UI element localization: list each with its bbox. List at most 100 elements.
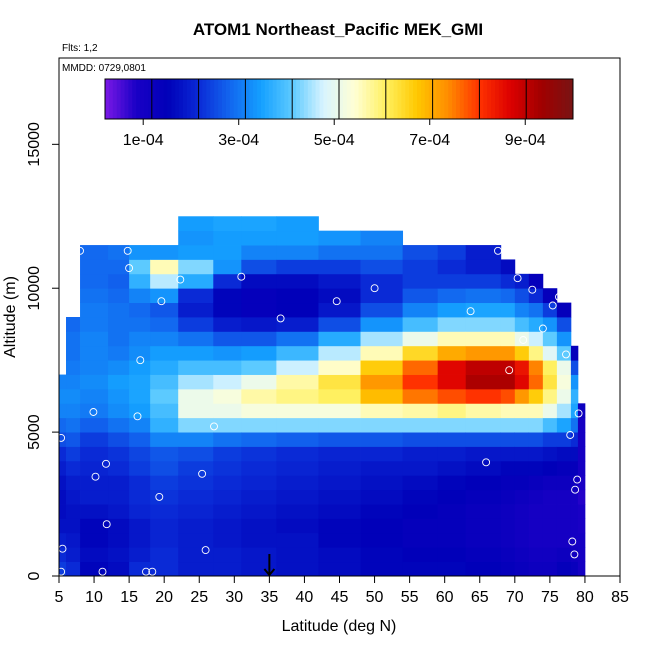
heatmap-cell: [360, 532, 404, 548]
heatmap-cell: [542, 532, 558, 548]
colorbar-segment: [253, 79, 258, 119]
heatmap-cell: [514, 288, 530, 304]
heatmap-cell: [465, 403, 502, 419]
heatmap-cell: [59, 388, 67, 404]
x-tick-label: 80: [576, 589, 594, 606]
heatmap-cell: [318, 288, 361, 304]
observation-point: [57, 433, 66, 442]
heatmap-cell: [80, 518, 109, 534]
observation-point: [176, 275, 185, 284]
heatmap-cell: [514, 446, 530, 462]
heatmap-cell: [542, 331, 558, 347]
heatmap-cell: [528, 417, 544, 433]
heatmap-cell: [129, 317, 151, 332]
heatmap-cell: [570, 446, 579, 462]
heatmap-cell: [66, 403, 81, 419]
colorbar-segment: [225, 79, 231, 119]
x-tick-label: 85: [611, 589, 629, 606]
heatmap-cell: [276, 317, 319, 332]
heatmap-cell: [276, 561, 319, 577]
heatmap-cell: [437, 532, 467, 548]
heatmap-cell: [59, 532, 67, 548]
heatmap-cell: [500, 489, 516, 505]
heatmap-cell: [514, 374, 530, 390]
heatmap-cell: [108, 388, 130, 404]
colorbar-segment: [561, 79, 566, 119]
colorbar-segment: [436, 79, 441, 119]
heatmap-cell: [66, 374, 81, 390]
observation-point: [538, 324, 547, 333]
heatmap-cell: [276, 245, 319, 260]
heatmap-cell: [514, 331, 530, 347]
colorbar-segment: [346, 79, 352, 119]
heatmap-cell: [178, 475, 214, 491]
heatmap-cell: [437, 302, 467, 318]
heatmap-cell: [241, 388, 277, 404]
heatmap-cell: [577, 504, 586, 519]
heatmap-cell: [514, 417, 530, 433]
chart-title: ATOM1 Northeast_Pacific MEK_GMI: [193, 20, 483, 39]
heatmap-cell: [465, 331, 502, 347]
heatmap-cell: [276, 302, 319, 318]
heatmap-cell: [556, 446, 572, 462]
heatmap-cell: [318, 273, 361, 289]
colorbar-segment: [553, 79, 558, 119]
heatmap-cell: [241, 216, 277, 232]
colorbar-segment: [194, 79, 200, 119]
heatmap-cell: [437, 374, 467, 390]
heatmap-cell: [402, 417, 439, 433]
heatmap-cells: [59, 216, 586, 577]
heatmap-cell: [570, 547, 579, 563]
heatmap-cell: [178, 288, 214, 304]
heatmap-cell: [178, 345, 214, 361]
heatmap-cell: [276, 432, 319, 447]
heatmap-cell: [276, 446, 319, 462]
heatmap-cell: [318, 489, 361, 505]
heatmap-cell: [178, 273, 214, 289]
heatmap-cell: [465, 532, 502, 548]
colorbar-segment: [261, 79, 266, 119]
heatmap-cell: [150, 273, 179, 289]
colorbar-tick-label: 9e-04: [505, 132, 546, 149]
heatmap-cell: [570, 403, 579, 419]
heatmap-cell: [213, 216, 242, 232]
heatmap-cell: [66, 532, 81, 548]
colorbar-segment: [405, 79, 410, 119]
heatmap-cell: [437, 475, 467, 491]
heatmap-cell: [570, 388, 579, 404]
colorbar-segment: [397, 79, 402, 119]
heatmap-cell: [542, 417, 558, 433]
heatmap-cell: [500, 403, 516, 419]
colorbar-segment: [381, 79, 387, 119]
x-tick-label: 15: [120, 589, 138, 606]
heatmap-cell: [360, 403, 404, 419]
colorbar-segment: [545, 79, 551, 119]
observation-point: [562, 350, 570, 359]
heatmap-cell: [80, 432, 109, 447]
heatmap-cell: [318, 360, 361, 375]
heatmap-cell: [276, 360, 319, 375]
colorbar-segment: [257, 79, 262, 119]
heatmap-cell: [213, 532, 242, 548]
heatmap-cell: [178, 331, 214, 347]
observation-point: [76, 246, 84, 255]
heatmap-cell: [528, 518, 544, 534]
heatmap-cell: [542, 504, 558, 519]
heatmap-cell: [465, 360, 502, 375]
heatmap-cell: [129, 489, 151, 505]
heatmap-cell: [402, 518, 439, 534]
heatmap-cell: [360, 518, 404, 534]
observation-point: [142, 567, 150, 576]
heatmap-cell: [80, 460, 109, 476]
heatmap-cell: [570, 489, 579, 505]
colorbar-segment: [108, 79, 114, 119]
y-tick-label: 5000: [26, 414, 43, 450]
heatmap-cell: [360, 504, 404, 519]
colorbar-segment: [292, 79, 297, 119]
heatmap-cell: [437, 460, 467, 476]
heatmap-cell: [59, 547, 67, 563]
heatmap-cell: [80, 547, 109, 563]
heatmap-cell: [66, 417, 81, 433]
heatmap-cell: [465, 259, 502, 275]
colorbar-segment: [428, 79, 434, 119]
